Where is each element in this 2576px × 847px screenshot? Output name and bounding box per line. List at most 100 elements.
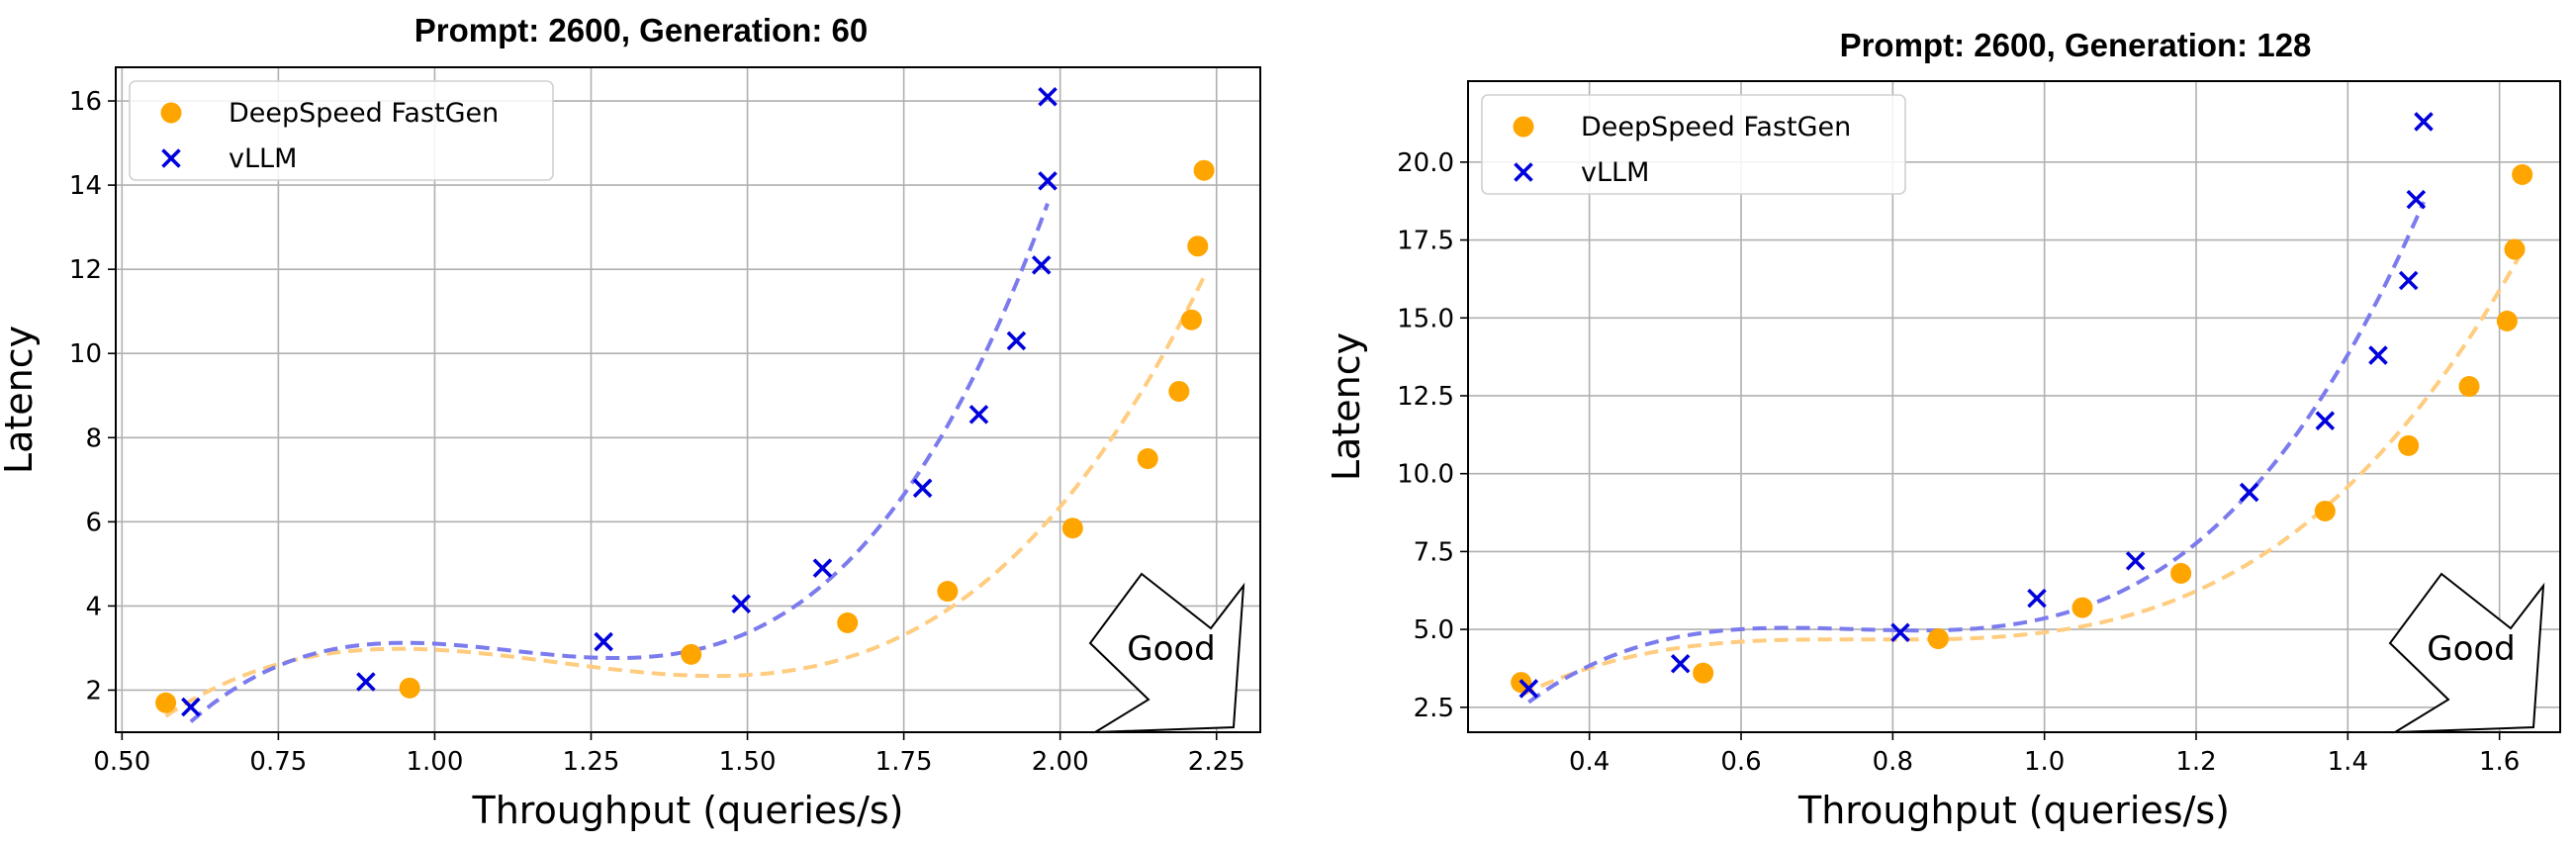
trend-line-deepspeed <box>164 275 1206 718</box>
y-tick-label: 16 <box>69 87 102 117</box>
data-point-vllm <box>1038 86 1058 107</box>
data-point-deepspeed <box>2496 310 2518 331</box>
data-point-vllm <box>181 697 201 717</box>
chart-title: Prompt: 2600, Generation: 60 <box>414 12 868 48</box>
data-point-deepspeed <box>1061 518 1083 539</box>
x-marker-stroke <box>181 697 201 717</box>
x-marker-stroke <box>1890 622 1910 643</box>
y-tick-label: 2.5 <box>1414 694 1454 723</box>
x-axis-label: Throughput (queries/s) <box>1797 789 2230 832</box>
trend-line-vllm <box>189 203 1050 723</box>
good-label: Good <box>1127 629 1216 669</box>
x-tick-label: 1.4 <box>2328 747 2368 777</box>
data-point-vllm <box>731 594 752 614</box>
data-point-deepspeed <box>1137 448 1158 470</box>
x-marker-stroke <box>968 405 989 424</box>
data-point-vllm <box>2368 345 2388 365</box>
x-tick-label: 0.8 <box>1873 747 1913 777</box>
x-marker-stroke <box>1031 255 1052 275</box>
x-marker-stroke <box>2027 588 2047 609</box>
data-point-vllm <box>1031 255 1052 275</box>
y-tick-label: 12 <box>69 255 102 285</box>
chart-panel-1: Prompt: 2600, Generation: 60 0.50 0.75 1.00… <box>0 12 1261 832</box>
data-point-vllm <box>2027 588 2047 609</box>
y-axis-label: Latency <box>0 326 41 474</box>
x-marker-stroke <box>2239 482 2259 503</box>
data-point-vllm <box>912 478 933 499</box>
good-arrow-shape <box>2388 572 2545 734</box>
trend-line-deepspeed <box>1519 249 2525 698</box>
x-marker-stroke <box>594 631 613 652</box>
plot-area <box>1511 112 2533 705</box>
data-point-deepspeed <box>1168 380 1190 402</box>
x-tick-label: 1.2 <box>2175 747 2216 777</box>
x-tick-label: 1.25 <box>563 747 620 777</box>
data-point-vllm <box>1038 171 1058 191</box>
data-point-deepspeed <box>1693 662 1714 684</box>
plot-area <box>155 86 1215 723</box>
good-arrow-annotation: Good <box>1088 572 1245 734</box>
data-point-deepspeed <box>2071 597 2093 618</box>
data-point-deepspeed <box>2398 434 2420 456</box>
data-point-deepspeed <box>1927 628 1949 650</box>
y-axis-label: Latency <box>1325 332 1368 481</box>
y-tick-label: 14 <box>69 171 102 201</box>
data-point-vllm <box>594 631 613 652</box>
data-point-deepspeed <box>937 581 959 603</box>
x-tick-label: 2.25 <box>1188 747 1245 777</box>
x-marker-stroke <box>2368 345 2388 365</box>
data-point-vllm <box>2125 551 2146 571</box>
data-point-vllm <box>1670 653 1691 674</box>
data-point-vllm <box>1518 679 1539 699</box>
x-tick-label: 1.00 <box>406 747 463 777</box>
data-point-vllm <box>968 405 989 424</box>
y-tick-label: 6 <box>85 508 102 537</box>
x-marker-stroke <box>1038 86 1058 107</box>
x-tick-label: 2.00 <box>1032 747 1089 777</box>
data-point-deepspeed <box>155 692 177 713</box>
data-point-deepspeed <box>2170 562 2192 584</box>
data-point-deepspeed <box>1187 235 1209 257</box>
legend-label: vLLM <box>229 143 297 174</box>
data-point-vllm <box>2315 411 2336 430</box>
x-tick-label: 0.75 <box>249 747 307 777</box>
y-tick-label: 20.0 <box>1397 148 1454 178</box>
y-tick-label: 17.5 <box>1397 227 1454 256</box>
x-marker-stroke <box>2125 551 2146 571</box>
x-marker-stroke <box>812 558 833 578</box>
data-point-deepspeed <box>2504 238 2526 260</box>
data-point-vllm <box>356 672 376 692</box>
data-point-deepspeed <box>2458 376 2480 398</box>
y-tick-label: 4 <box>85 592 102 621</box>
legend-marker-vllm <box>161 148 181 168</box>
x-marker-stroke <box>1038 171 1058 191</box>
y-tick-label: 5.0 <box>1414 615 1454 645</box>
legend-box <box>1481 94 1906 195</box>
x-tick-label: 0.4 <box>1569 747 1610 777</box>
data-point-vllm <box>2239 482 2259 503</box>
data-point-deepspeed <box>399 677 420 699</box>
good-arrow-shape <box>1088 572 1245 734</box>
good-label: Good <box>2427 629 2516 669</box>
data-point-vllm <box>1006 330 1027 351</box>
y-tick-label: 10 <box>69 339 102 369</box>
plot-frame <box>115 66 1261 733</box>
x-marker-stroke <box>1670 653 1691 674</box>
x-marker-stroke <box>2406 189 2427 210</box>
x-marker-stroke <box>1518 679 1539 699</box>
x-marker-stroke <box>912 478 933 499</box>
legend-label: vLLM <box>1581 157 1649 188</box>
x-marker-stroke <box>161 148 181 168</box>
x-marker-stroke <box>1514 162 1533 182</box>
y-tick-label: 8 <box>85 424 102 453</box>
good-arrow-annotation: Good <box>2388 572 2545 734</box>
y-tick-label: 2 <box>85 676 102 706</box>
x-tick-label: 1.0 <box>2024 747 2065 777</box>
y-tick-label: 10.0 <box>1397 460 1454 490</box>
x-marker-stroke <box>2315 411 2336 430</box>
trend-line-vllm <box>1527 201 2426 705</box>
legend-marker-vllm <box>1514 162 1533 182</box>
x-tick-label: 1.6 <box>2479 747 2520 777</box>
data-point-deepspeed <box>2314 500 2336 521</box>
